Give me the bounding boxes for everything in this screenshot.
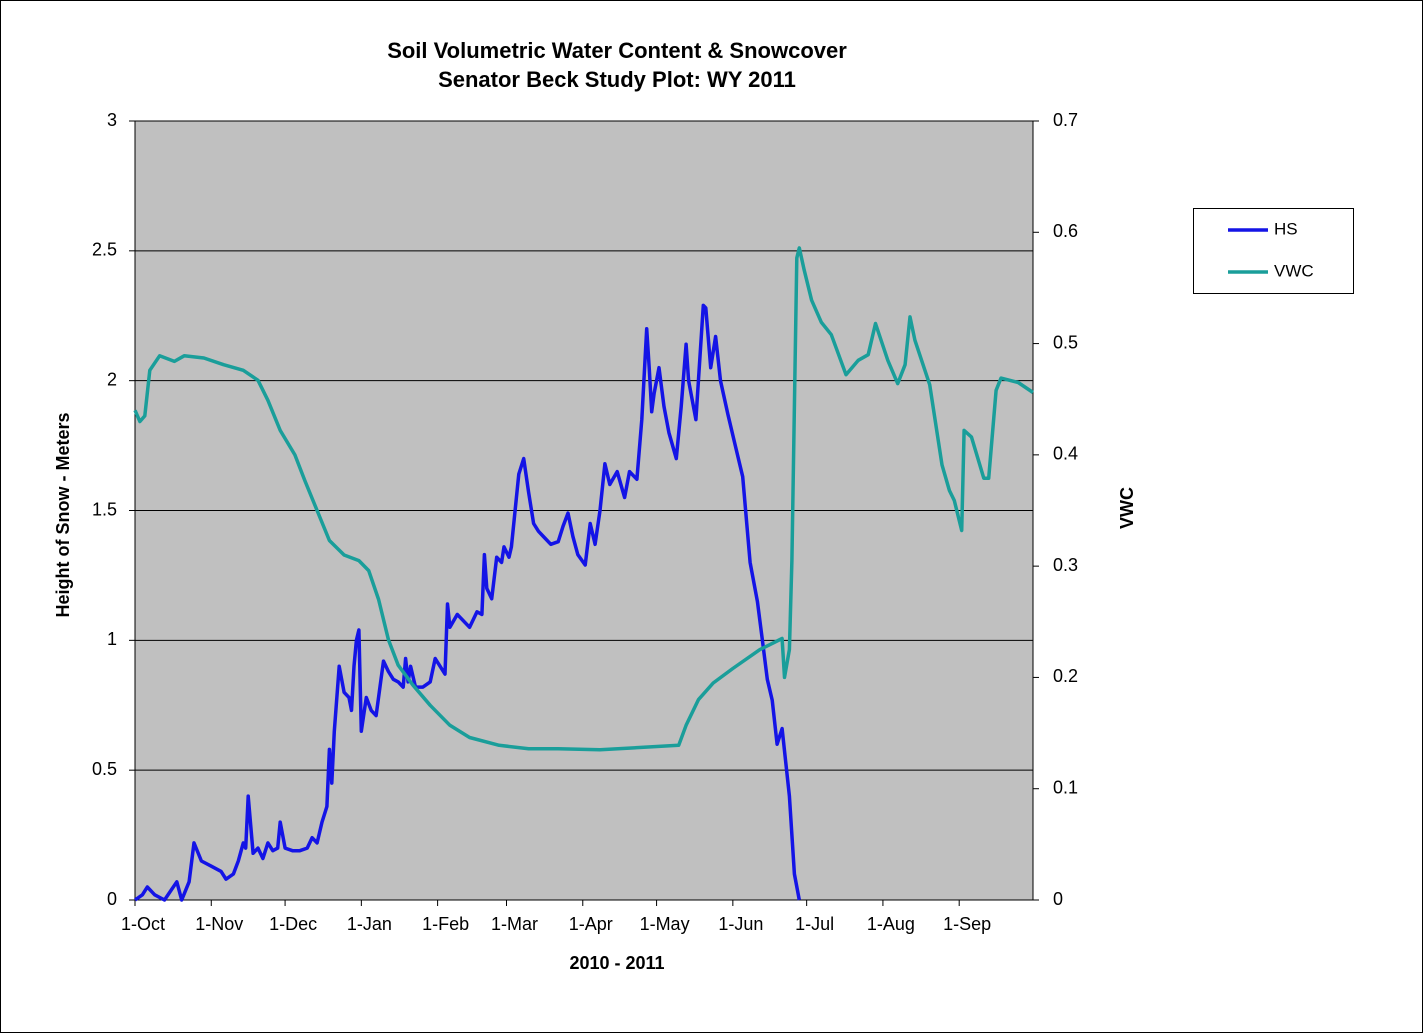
x-tick-label: 1-Mar: [491, 914, 538, 934]
chart-title: Soil Volumetric Water Content & Snowcove…: [387, 38, 847, 63]
y-axis-label: Height of Snow - Meters: [53, 412, 73, 617]
x-tick-label: 1-Oct: [121, 914, 165, 934]
x-tick-label: 1-Aug: [867, 914, 915, 934]
x-tick-label: 1-Feb: [422, 914, 469, 934]
x-tick-label: 1-Nov: [195, 914, 243, 934]
y2-tick-label: 0.1: [1053, 777, 1078, 797]
legend-box: [1193, 208, 1354, 294]
x-tick-label: 1-Jun: [718, 914, 763, 934]
y-tick-label: 1: [107, 629, 117, 649]
data-line: [133, 246, 1034, 752]
legend-label: HS: [1274, 219, 1298, 238]
y-tick-label: 0.5: [92, 759, 117, 779]
y-tick-label: 1.5: [92, 499, 117, 519]
y-tick-label: 0: [107, 889, 117, 909]
y-tick-label: 2.5: [92, 240, 117, 260]
legend-label: VWC: [1274, 261, 1314, 280]
y2-tick-label: 0.5: [1053, 332, 1078, 352]
y2-axis-label: VWC: [1117, 487, 1137, 529]
x-tick-label: 1-Jan: [347, 914, 392, 934]
y2-tick-label: 0.3: [1053, 555, 1078, 575]
y2-tick-label: 0.4: [1053, 444, 1078, 464]
y2-tick-label: 0.2: [1053, 666, 1078, 686]
x-tick-label: 1-May: [640, 914, 690, 934]
x-tick-label: 1-Sep: [943, 914, 991, 934]
y2-tick-label: 0: [1053, 889, 1063, 909]
plot-border: [134, 120, 1034, 901]
y2-tick-label: 0.6: [1053, 221, 1078, 241]
x-tick-label: 1-Jul: [795, 914, 834, 934]
x-tick-label: 1-Apr: [569, 914, 613, 934]
y-tick-label: 3: [107, 110, 117, 130]
chart-subtitle: Senator Beck Study Plot: WY 2011: [438, 67, 796, 92]
y2-tick-label: 0.7: [1053, 110, 1078, 130]
data-line: [133, 303, 802, 902]
y-tick-label: 2: [107, 369, 117, 389]
x-axis-label: 2010 - 2011: [569, 953, 664, 973]
x-tick-label: 1-Dec: [269, 914, 317, 934]
